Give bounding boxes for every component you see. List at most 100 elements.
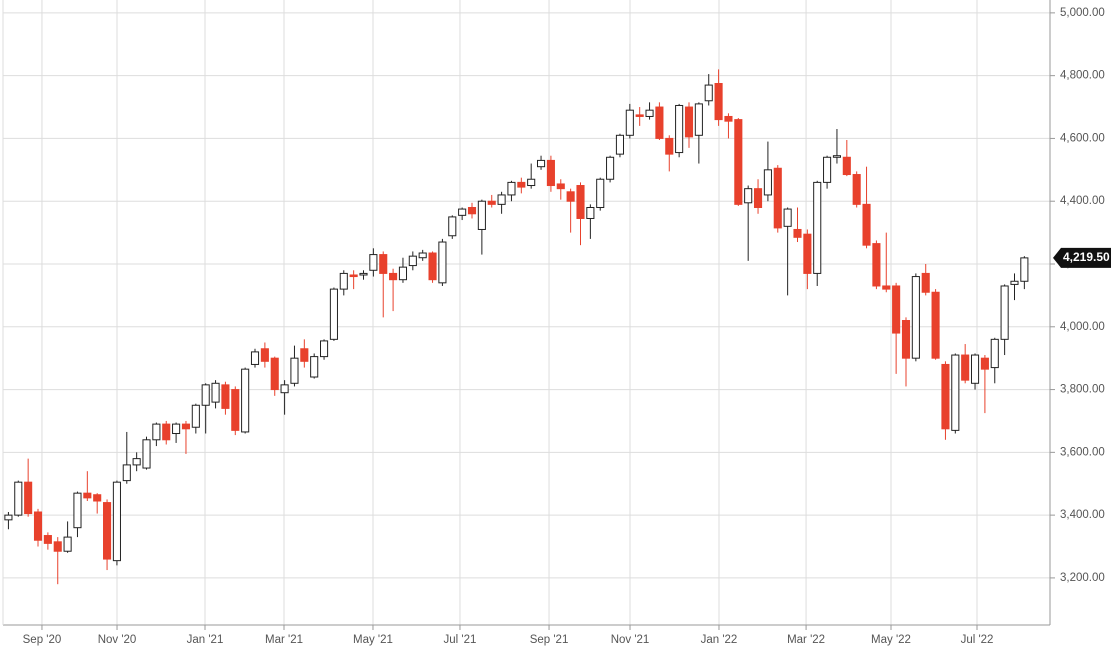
candle-body [763, 169, 772, 196]
candle-body [901, 320, 911, 359]
candle-body [53, 541, 62, 552]
x-tick-label: Jul '21 [444, 634, 477, 646]
candle-body [852, 174, 861, 205]
y-tick-label: 4,000.00 [1060, 321, 1105, 333]
candle-body [931, 291, 940, 359]
y-tick-label: 4,800.00 [1060, 70, 1105, 82]
candle-body [684, 106, 694, 138]
candle-body [990, 338, 999, 369]
candle-body [783, 208, 792, 227]
x-tick-label: Sep '21 [530, 634, 569, 646]
candle-body [675, 104, 684, 154]
candle-body [487, 200, 496, 205]
candle-body [280, 384, 289, 394]
candle-body [132, 458, 141, 466]
candle-body [418, 252, 427, 259]
candle-body [734, 119, 743, 205]
candle-body [329, 288, 338, 340]
candle-body [921, 272, 930, 293]
candle-body [359, 272, 368, 276]
candle-body [606, 156, 615, 180]
candle-body [980, 357, 989, 370]
candle-body [714, 83, 723, 121]
x-tick-label: Jan '22 [701, 634, 738, 646]
candle-body [911, 276, 920, 359]
candle-body [625, 109, 634, 136]
candle-body [832, 155, 842, 158]
candle-body [645, 109, 654, 117]
candle-body [803, 233, 812, 274]
candle-body [389, 272, 398, 281]
y-tick-label: 4,600.00 [1060, 132, 1105, 144]
candle-body [369, 254, 378, 271]
x-tick-label: Nov '21 [611, 634, 650, 646]
candle-body [1010, 280, 1019, 285]
candle-body [951, 354, 960, 431]
candle-body [773, 167, 782, 229]
candle-body [300, 348, 309, 362]
candle-body [142, 439, 151, 469]
y-tick-label: 5,000.00 [1060, 7, 1105, 19]
candle-body [221, 384, 230, 409]
candle-body [586, 206, 595, 219]
candle-body [882, 285, 891, 290]
candle-body [566, 191, 575, 202]
candle-body [250, 351, 260, 365]
candle-body [546, 159, 555, 187]
candle-body [576, 185, 585, 219]
candle-body [24, 481, 33, 515]
candle-body [270, 357, 279, 391]
candle-body [862, 203, 871, 246]
x-tick-label: Nov '20 [98, 634, 137, 646]
x-tick-label: May '22 [871, 634, 911, 646]
y-tick-label: 3,400.00 [1060, 509, 1105, 521]
candle-body [1000, 285, 1009, 340]
candle-body [1020, 257, 1029, 282]
candle-body [191, 404, 200, 428]
candle-body [339, 272, 348, 290]
candle-body [4, 514, 13, 521]
y-tick-label: 3,800.00 [1060, 384, 1105, 396]
last-price-label: 4,219.50 [1063, 250, 1110, 264]
candle-body [497, 194, 506, 205]
candle-body [961, 354, 970, 381]
candle-body [43, 535, 52, 544]
candle-body [83, 492, 92, 499]
candle-body [823, 156, 832, 183]
candle-body [517, 181, 526, 188]
x-tick-label: Mar '21 [265, 634, 303, 646]
candle-body [379, 254, 388, 274]
candle-body [290, 357, 299, 384]
candle-body [724, 115, 733, 122]
candle-body [260, 348, 269, 362]
candle-body [33, 511, 43, 541]
last-price-tag [1053, 247, 1111, 268]
candle-body [793, 228, 802, 238]
candle-body [665, 137, 674, 155]
candle-body [349, 274, 358, 278]
candle-body [201, 384, 210, 406]
candle-body [14, 481, 23, 516]
candle-body [556, 183, 565, 190]
candle-body [112, 481, 121, 562]
candle-body [438, 241, 447, 284]
candle-body [744, 188, 753, 204]
candle-body [320, 340, 329, 358]
x-tick-label: May '21 [353, 634, 393, 646]
candle-body [704, 84, 713, 102]
candle-body [477, 200, 486, 230]
candle-body [694, 103, 703, 136]
candle-body [63, 536, 72, 552]
candle-body [93, 494, 102, 502]
candle-body [458, 208, 467, 216]
candle-body [310, 356, 319, 378]
candle-body [941, 363, 950, 430]
candle-body [635, 114, 644, 117]
candle-body [615, 134, 625, 155]
candle-body [813, 181, 822, 274]
y-tick-label: 4,400.00 [1060, 195, 1105, 207]
x-tick-label: Jul '22 [961, 634, 994, 646]
candle-body [162, 423, 171, 441]
